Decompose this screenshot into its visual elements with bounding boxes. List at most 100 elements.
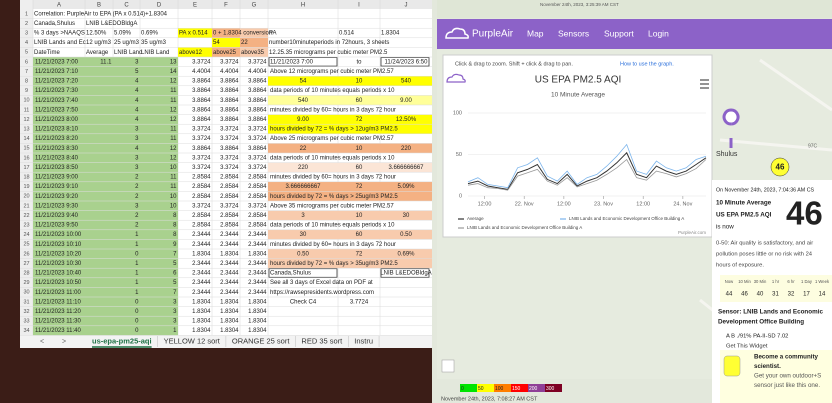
date-cell: 11/21/2023 10:50	[35, 280, 82, 286]
sensor-marker[interactable]	[770, 157, 790, 177]
row-number: 28	[23, 270, 29, 276]
period-label: 1 Day	[801, 279, 813, 284]
number-cell: 3.8864	[248, 146, 267, 152]
sensor-name: Development Office Building	[718, 319, 804, 326]
number-cell: 2.8584	[192, 194, 211, 200]
date-cell: 11/21/2023 8:30	[35, 146, 79, 152]
sheet-tab[interactable]: ORANGE 25 sort	[232, 336, 290, 345]
number-cell: 2.3444	[248, 232, 267, 238]
number-cell: 2.8584	[248, 194, 267, 200]
note-cell: Above 25 micrograms per cubic meter PM2.…	[270, 136, 394, 142]
period-label: 30 Min	[754, 279, 767, 284]
number-cell: 1.8304	[220, 251, 239, 257]
header-cell: 1.8304	[381, 31, 400, 37]
sensor-name: Sensor: LNIB Lands and Economic	[718, 309, 823, 316]
tab-next[interactable]: >	[62, 338, 66, 345]
cell-fill	[33, 143, 178, 153]
header-cell: 0.514	[339, 31, 355, 37]
number-cell: 2.8584	[192, 184, 211, 190]
legend-label: LNIB Lands and Economic Development Offi…	[467, 225, 582, 230]
header-cell: LNIB Land	[114, 50, 142, 56]
map-strip	[437, 0, 832, 18]
note-cell: 3.666666667	[285, 184, 321, 190]
nav-link[interactable]: Support	[604, 28, 634, 38]
number-cell: 3.3724	[192, 127, 211, 133]
legend-label: Average	[467, 216, 484, 221]
map-pin[interactable]	[722, 108, 740, 148]
cell-fill	[33, 297, 178, 307]
number-cell: 8	[173, 232, 177, 238]
cell-fill	[33, 191, 178, 201]
number-cell: 13	[170, 59, 177, 65]
nav-link[interactable]: Sensors	[558, 28, 589, 38]
date-cell: 11/21/2023 10:30	[35, 261, 82, 267]
note-cell: 220	[298, 165, 309, 171]
x-tick-label: 22. Nov	[515, 201, 534, 207]
header-cell: 22	[241, 40, 248, 46]
period-label: 10 Min	[738, 279, 751, 284]
widget-link[interactable]: Get This Widget	[726, 344, 768, 350]
row-number: 13	[23, 126, 29, 132]
number-cell: 3	[173, 319, 177, 325]
number-cell: 3.8864	[192, 88, 211, 94]
date-cell: 11/21/2023 11:20	[35, 309, 81, 315]
number-cell: 3.3724	[192, 136, 211, 142]
row-number: 9	[25, 88, 28, 94]
date-cell: 11/21/2023 7:30	[35, 88, 79, 94]
column-header: H	[301, 2, 305, 8]
number-cell: 0	[135, 328, 139, 334]
scale-segment	[460, 384, 477, 392]
number-cell: 4	[135, 117, 139, 123]
layer-button[interactable]	[441, 359, 455, 373]
number-cell: 2.3444	[220, 242, 239, 248]
number-cell: 1	[135, 271, 139, 277]
number-cell: 2.8584	[220, 184, 239, 190]
cell-fill	[268, 114, 432, 125]
number-cell: 11	[170, 88, 177, 94]
sheet-tab[interactable]: us-epa-pm25-aqi	[92, 336, 152, 345]
nav-link[interactable]: Login	[648, 28, 669, 38]
tab-prev[interactable]: <	[40, 338, 44, 345]
chart-title: US EPA PM2.5 AQI	[535, 75, 622, 86]
date-cell: 11/21/2023 10:40	[35, 271, 82, 277]
sheet-tab[interactable]: Instru	[354, 336, 373, 345]
note-cell: Canada,Shulus	[270, 271, 311, 277]
number-cell: 0	[135, 319, 139, 325]
nav-link[interactable]: Map	[527, 28, 544, 38]
note-cell: hours divided by 72 = % days > 25ug/m3 P…	[270, 194, 398, 200]
number-cell: 2.3444	[248, 271, 267, 277]
panel-metric: US EPA PM2.5 AQI	[716, 212, 772, 219]
date-cell: 11/21/2023 9:00	[35, 175, 79, 181]
cell-fill	[33, 114, 178, 125]
number-cell: 1	[135, 261, 139, 267]
number-cell: 12	[170, 155, 177, 161]
promo-text: Become a community	[754, 354, 819, 361]
number-cell: 2.3444	[192, 242, 211, 248]
cell-fill	[33, 85, 178, 96]
panel-description: pollution poses little or no risk with 2…	[716, 252, 813, 258]
period-label: 1 hr	[772, 279, 780, 284]
number-cell: 3.8864	[220, 117, 239, 123]
number-cell: 2.8584	[248, 184, 267, 190]
row-number: 8	[25, 78, 28, 84]
sheet-tab[interactable]: YELLOW 12 sort	[164, 336, 221, 345]
number-cell: 3.3724	[192, 203, 211, 209]
row-number: 32	[23, 309, 29, 315]
number-cell: 1	[135, 232, 139, 238]
cell-fill	[33, 325, 178, 336]
row-number: 18	[23, 174, 29, 180]
aqi-value: 46	[786, 195, 823, 232]
sheet-tab[interactable]: RED 35 sort	[301, 336, 343, 345]
cell-fill	[33, 239, 178, 249]
cell-fill	[33, 124, 178, 134]
number-cell: 14	[170, 69, 177, 75]
graph-hint-link[interactable]: How to use the graph.	[620, 61, 674, 67]
period-label: 6 hr	[787, 279, 795, 284]
row-number: 6	[25, 59, 28, 65]
number-cell: 12	[170, 146, 177, 152]
number-cell: 9	[173, 242, 177, 248]
menu-icon[interactable]	[700, 79, 709, 89]
number-cell: 7	[173, 290, 177, 296]
date-cell: 11/21/2023 11:00	[35, 290, 81, 296]
number-cell: 1	[135, 280, 139, 286]
